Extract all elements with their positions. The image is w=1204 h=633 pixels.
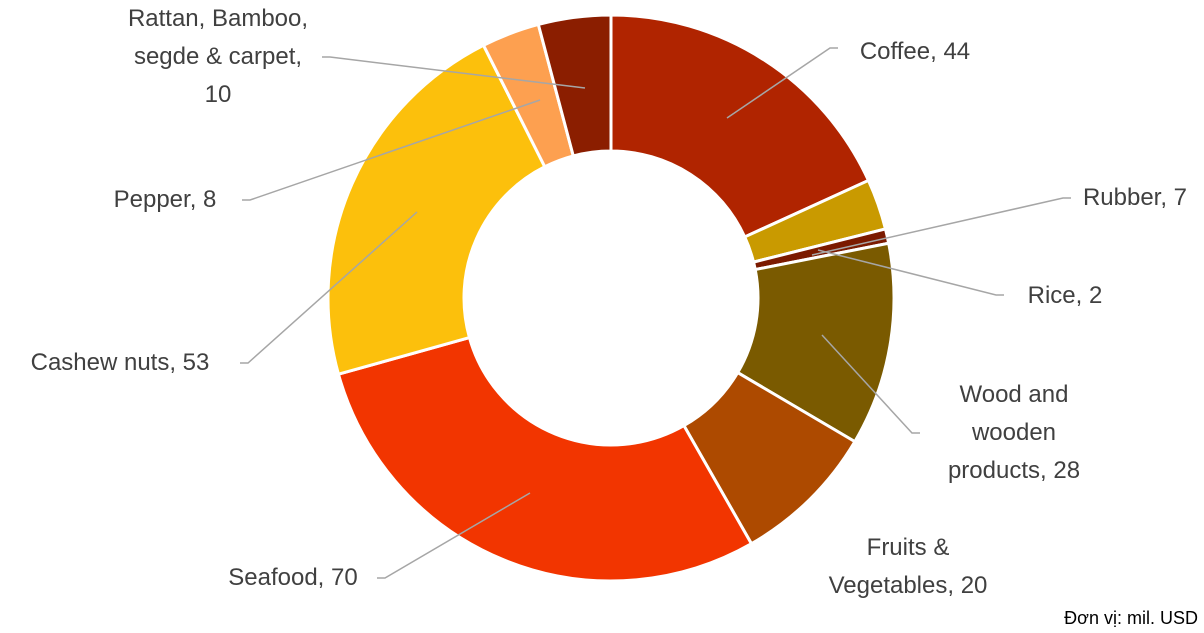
leader-line — [821, 334, 920, 434]
data-label: Seafood, 70 — [228, 564, 358, 591]
donut-slice — [336, 335, 754, 583]
leader-line — [817, 249, 1004, 296]
data-label: Rice, 2 — [1027, 282, 1103, 309]
donut-slice — [326, 43, 547, 377]
leader-line — [322, 56, 586, 89]
data-label: Cashew nuts, 53 — [30, 349, 210, 376]
data-label: Pepper, 8 — [113, 186, 217, 213]
leader-line — [240, 211, 418, 364]
leader-line — [377, 492, 531, 579]
data-label: Coffee, 44 — [859, 38, 971, 65]
data-label: Wood and wooden products, 28 — [947, 381, 1081, 484]
donut-slice — [536, 13, 613, 158]
unit-note: Đơn vị: mil. USD — [1064, 608, 1198, 628]
leader-line — [242, 99, 541, 201]
leader-line — [726, 47, 838, 119]
data-label: Rattan, Bamboo, segde & carpet, 10 — [127, 5, 309, 108]
donut-slice — [609, 13, 871, 239]
leader-line — [811, 197, 1071, 256]
data-label: Rubber, 7 — [1082, 184, 1188, 211]
data-label: Fruits & Vegetables, 20 — [828, 534, 988, 599]
